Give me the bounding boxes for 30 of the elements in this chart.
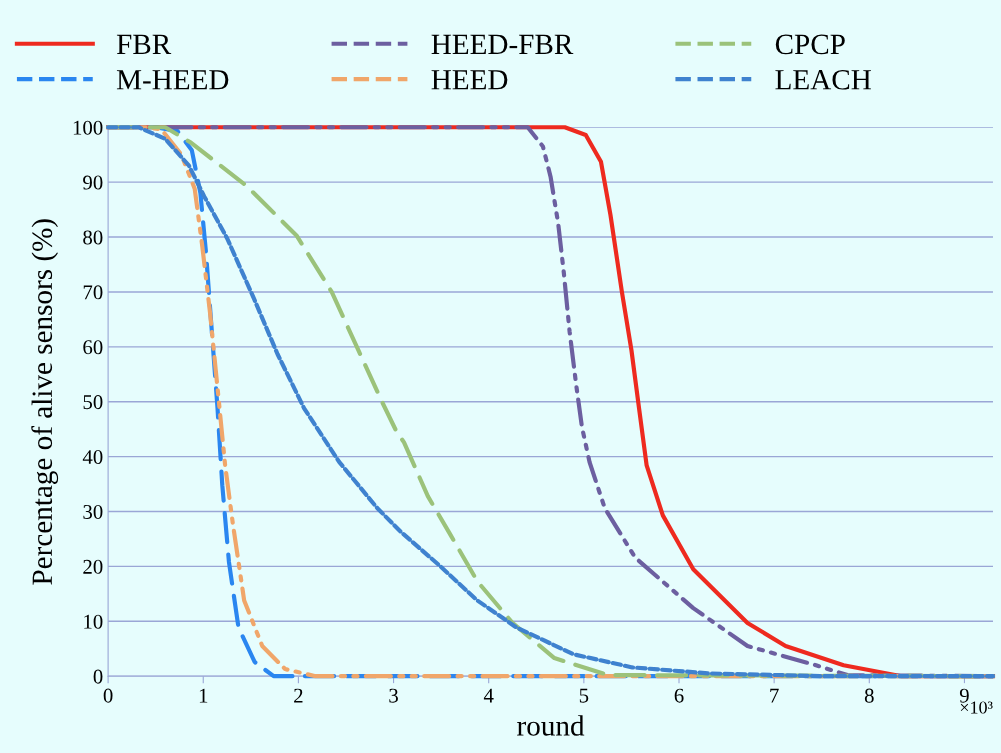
legend-label: M-HEED (116, 70, 229, 90)
legend-label: LEACH (775, 69, 871, 90)
y-tick-label: 20 (83, 559, 103, 574)
x-tick-label: 2 (294, 688, 303, 703)
legend-label: HEED (431, 70, 508, 90)
x-tick-label: 0 (103, 688, 113, 703)
x-tick-label: 4 (483, 688, 494, 703)
text: ×10³ (960, 701, 993, 714)
x-axis-title: round (517, 715, 585, 736)
x-tick-label: 6 (674, 688, 684, 703)
legend-label: FBR (116, 34, 172, 55)
y-tick-label: 40 (82, 449, 103, 465)
y-tick-label: 80 (83, 230, 103, 245)
y-tick-label: 0 (93, 669, 103, 684)
y-axis-title: Percentage of alive sensors (%) (31, 219, 59, 585)
y-tick-label: 100 (73, 120, 103, 135)
x-tick-label: 8 (864, 688, 874, 703)
y-tick-label: 60 (83, 340, 103, 355)
legend-label: CPCP (775, 34, 845, 55)
y-tick-label: 90 (83, 175, 103, 190)
x-tick-label: 1 (199, 688, 208, 703)
y-tick-label: 50 (83, 395, 103, 410)
y-tick-label: 30 (83, 504, 103, 519)
x-tick-label: 9 (959, 688, 969, 703)
x-tick-label: 3 (389, 688, 398, 703)
legend-label: HEED-FBR (431, 34, 574, 55)
x-tick-label: 5 (579, 688, 589, 703)
y-tick-label: 70 (83, 285, 103, 300)
y-tick-label: 10 (84, 614, 103, 629)
x-tick-label: 7 (770, 688, 779, 703)
